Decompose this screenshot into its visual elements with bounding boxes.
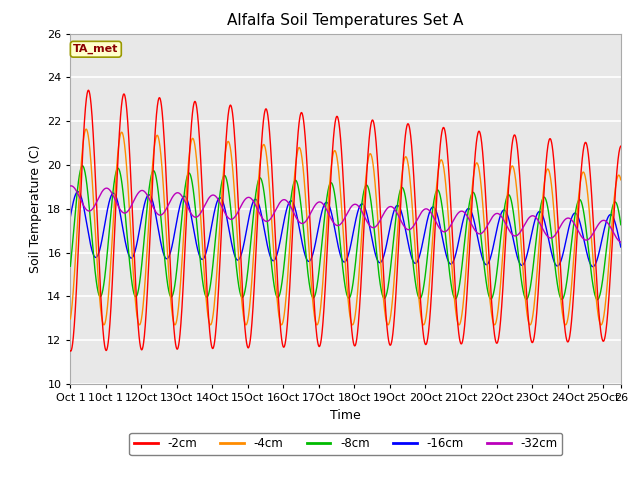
-4cm (83, 126, 90, 132)
-2cm (302, 141, 310, 146)
-32cm (547, 235, 555, 241)
-8cm (129, 288, 137, 294)
-2cm (617, 144, 625, 149)
-2cm (278, 337, 285, 343)
-32cm (67, 183, 75, 189)
-4cm (67, 316, 74, 322)
-4cm (607, 241, 614, 247)
-32cm (617, 239, 625, 245)
-2cm (607, 272, 614, 278)
Line: -8cm: -8cm (70, 166, 621, 300)
-16cm (589, 264, 596, 270)
-8cm (617, 222, 625, 228)
-32cm (162, 206, 170, 212)
-8cm (79, 163, 86, 168)
X-axis label: Time: Time (330, 408, 361, 421)
-2cm (67, 348, 75, 354)
-16cm (162, 255, 170, 261)
-8cm (162, 269, 170, 275)
-4cm (129, 272, 137, 277)
-4cm (617, 177, 625, 183)
-16cm (278, 230, 285, 236)
-4cm (278, 322, 285, 328)
-32cm (301, 219, 309, 225)
-4cm (301, 194, 309, 200)
-4cm (562, 322, 570, 328)
-16cm (547, 247, 555, 253)
-8cm (67, 264, 74, 269)
-16cm (74, 189, 82, 194)
Line: -4cm: -4cm (70, 129, 621, 325)
-16cm (301, 253, 309, 259)
-8cm (278, 282, 285, 288)
-8cm (301, 247, 309, 253)
-8cm (607, 216, 614, 221)
Title: Alfalfa Soil Temperatures Set A: Alfalfa Soil Temperatures Set A (227, 13, 464, 28)
-32cm (606, 224, 614, 229)
-2cm (67, 348, 74, 354)
-8cm (547, 227, 555, 233)
-16cm (607, 212, 614, 217)
Y-axis label: Soil Temperature (C): Soil Temperature (C) (29, 144, 42, 273)
-32cm (67, 183, 74, 189)
-16cm (617, 244, 625, 250)
-16cm (67, 214, 74, 219)
-4cm (547, 178, 555, 183)
Line: -16cm: -16cm (70, 192, 621, 267)
-8cm (593, 297, 601, 302)
-2cm (84, 87, 92, 93)
Legend: -2cm, -4cm, -8cm, -16cm, -32cm: -2cm, -4cm, -8cm, -16cm, -32cm (129, 433, 562, 455)
-2cm (547, 137, 555, 143)
Line: -32cm: -32cm (70, 186, 621, 242)
-2cm (163, 175, 170, 180)
Text: TA_met: TA_met (73, 44, 118, 54)
-32cm (278, 198, 285, 204)
-16cm (129, 253, 137, 259)
-32cm (129, 199, 137, 204)
-2cm (130, 236, 138, 241)
-4cm (162, 227, 170, 232)
Line: -2cm: -2cm (70, 90, 621, 351)
